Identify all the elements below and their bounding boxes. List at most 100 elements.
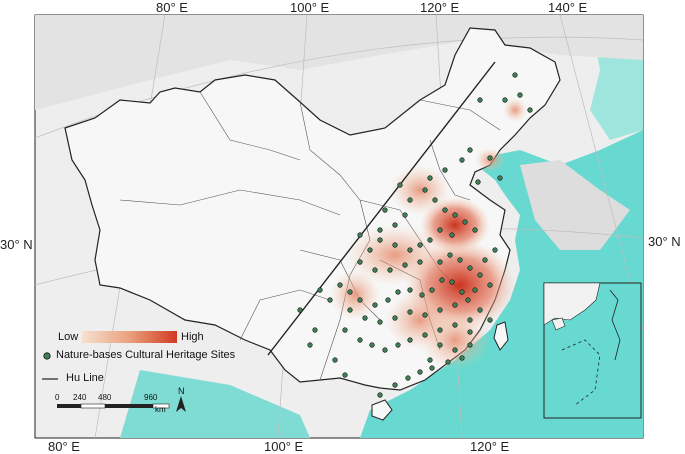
heritage-site-marker xyxy=(452,302,458,308)
heritage-site-marker xyxy=(382,347,388,353)
heritage-site-marker xyxy=(449,232,455,238)
heritage-site-marker xyxy=(477,97,483,103)
heritage-site-marker xyxy=(405,375,411,381)
heritage-site-marker xyxy=(342,327,348,333)
heritage-site-marker xyxy=(392,382,398,388)
heritage-site-marker xyxy=(437,342,443,348)
heritage-site-marker xyxy=(417,242,423,248)
heritage-site-marker xyxy=(357,297,363,303)
heritage-site-marker xyxy=(337,282,343,288)
heritage-site-marker xyxy=(459,289,465,295)
heritage-site-marker xyxy=(502,97,508,103)
bottom-lon-label-120: 120° E xyxy=(470,439,510,454)
legend-high-label: High xyxy=(181,331,204,343)
heritage-site-marker xyxy=(327,297,333,303)
heritage-sites xyxy=(297,72,533,398)
heritage-site-marker xyxy=(437,227,443,233)
heritage-site-marker xyxy=(459,157,465,163)
scale-tick-960: 960 xyxy=(144,393,158,402)
heritage-site-marker xyxy=(452,347,458,353)
north-arrow-icon xyxy=(176,396,186,412)
heritage-site-marker xyxy=(465,297,471,303)
heritage-site-marker xyxy=(437,327,443,333)
heritage-site-marker xyxy=(347,307,353,313)
heritage-site-marker xyxy=(437,259,443,265)
korea-japan-land xyxy=(520,160,630,250)
right-lat-label-30: 30° N xyxy=(648,234,681,249)
heritage-site-marker xyxy=(437,307,443,313)
heritage-site-marker xyxy=(487,317,493,323)
top-lon-label-100: 100° E xyxy=(290,0,330,15)
heritage-site-marker xyxy=(387,267,393,273)
heritage-site-marker xyxy=(432,197,438,203)
density-gradient-bar xyxy=(82,331,177,343)
site-marker-icon xyxy=(43,352,51,360)
heritage-site-marker xyxy=(407,287,413,293)
heritage-site-marker xyxy=(439,277,445,283)
heritage-site-marker xyxy=(487,282,493,288)
legend-sites-label: Nature-bases Cultural Heritage Sites xyxy=(56,349,236,361)
heritage-site-marker xyxy=(492,247,498,253)
bottom-lon-label-100: 100° E xyxy=(264,439,304,454)
heritage-site-marker xyxy=(357,259,363,265)
heritage-site-marker xyxy=(362,315,368,321)
heritage-site-marker xyxy=(377,227,383,233)
top-lon-label-80: 80° E xyxy=(156,0,188,15)
heritage-site-marker xyxy=(297,307,303,313)
heritage-site-marker xyxy=(312,327,318,333)
scale-tick-0: 0 xyxy=(55,393,60,402)
heritage-site-marker xyxy=(467,265,473,271)
heritage-site-marker xyxy=(407,197,413,203)
heritage-site-marker xyxy=(367,247,373,253)
heritage-site-marker xyxy=(442,167,448,173)
legend-low-label: Low xyxy=(58,331,79,343)
heritage-site-marker xyxy=(467,317,473,323)
heritage-site-marker xyxy=(487,155,493,161)
heritage-site-marker xyxy=(407,247,413,253)
heritage-site-marker xyxy=(472,227,478,233)
heritage-site-marker xyxy=(429,287,435,293)
heritage-site-marker xyxy=(457,257,463,263)
scale-tick-480: 480 xyxy=(98,393,112,402)
heritage-site-marker xyxy=(427,175,433,181)
heritage-site-marker xyxy=(392,222,398,228)
heritage-site-marker xyxy=(392,242,398,248)
heritage-site-marker xyxy=(317,287,323,293)
heritage-site-marker xyxy=(482,257,488,263)
inset-south-china-sea xyxy=(543,282,642,419)
heritage-site-marker xyxy=(342,372,348,378)
legend-hu-line-label: Hu Line xyxy=(66,372,104,384)
scale-bar xyxy=(57,403,170,409)
hu-line xyxy=(267,61,496,356)
top-lon-label-120: 120° E xyxy=(420,0,460,15)
heritage-site-marker xyxy=(332,357,338,363)
heritage-site-marker xyxy=(475,179,481,185)
heritage-site-marker xyxy=(407,337,413,343)
scale-unit: km xyxy=(155,405,166,414)
heritage-site-marker xyxy=(447,252,453,258)
heritage-site-marker xyxy=(417,369,423,375)
heritage-site-marker xyxy=(472,287,478,293)
heritage-site-marker xyxy=(395,342,401,348)
heritage-site-marker xyxy=(385,297,391,303)
heritage-site-marker xyxy=(477,272,483,278)
heritage-site-marker xyxy=(382,207,388,213)
heritage-site-marker xyxy=(347,289,353,295)
indian-ocean xyxy=(120,370,310,438)
heritage-site-marker xyxy=(377,392,383,398)
heritage-site-marker xyxy=(462,219,468,225)
top-lon-label-140: 140° E xyxy=(548,0,588,15)
heritage-site-marker xyxy=(512,72,518,78)
left-lat-label-30: 30° N xyxy=(0,237,33,252)
heritage-site-marker xyxy=(402,262,408,268)
heritage-site-marker xyxy=(459,355,465,361)
north-label: N xyxy=(178,386,185,396)
heritage-site-marker xyxy=(527,107,533,113)
heritage-site-marker xyxy=(467,147,473,153)
bottom-lon-label-80: 80° E xyxy=(48,439,80,454)
heritage-site-marker xyxy=(427,357,433,363)
heritage-site-marker xyxy=(442,207,448,213)
hainan-island xyxy=(371,399,393,421)
